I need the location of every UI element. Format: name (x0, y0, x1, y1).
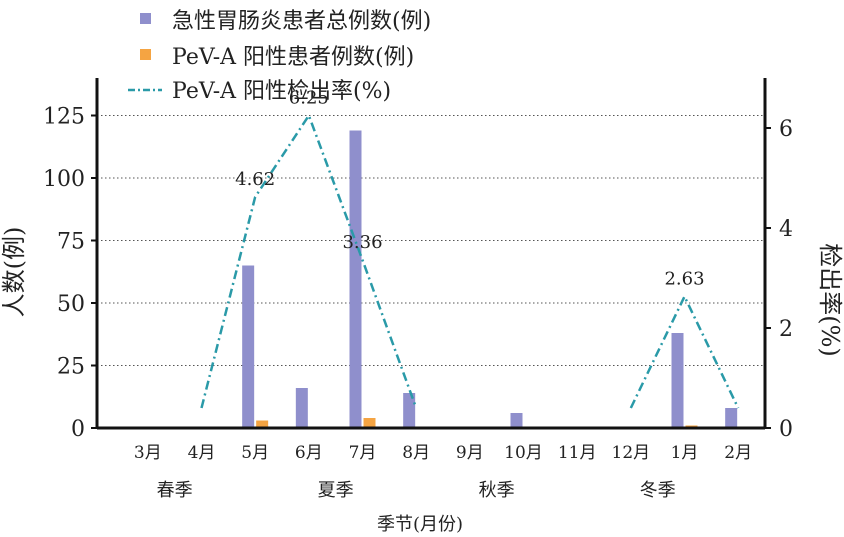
y-axis-right-label: 检出率(%) (816, 243, 844, 357)
point-label: 2.63 (664, 269, 704, 290)
season-label: 春季 (157, 480, 193, 501)
bar-total-10月 (510, 413, 523, 428)
x-tick-label: 1月 (671, 443, 699, 463)
axes: 0 25 50 75 100 125 0 2 4 6 3月 4月 5月 6月 7月 8月 9月 10月 11月 12月… (43, 78, 793, 501)
legend-label: PeV-A 阳性检出率(%) (172, 79, 391, 104)
bar-total-7月 (349, 130, 362, 428)
bar-total-6月 (295, 388, 308, 428)
rate-line (200, 112, 740, 409)
rate-line-segment (200, 112, 418, 409)
x-tick-label: 10月 (504, 443, 543, 463)
x-tick-label: 9月 (456, 443, 484, 463)
season-label: 冬季 (640, 480, 676, 501)
legend: 急性胃肠炎患者总例数(例) PeV-A 阳性患者例数(例) PeV-A 阳性检出率(… (128, 9, 431, 104)
bars (242, 130, 738, 428)
bar-total-5月 (242, 265, 255, 428)
x-tick-label: 2月 (724, 443, 752, 463)
bar-positive-5月 (256, 420, 269, 428)
legend-swatch-positive (140, 49, 151, 60)
x-tick-label: 7月 (349, 443, 377, 463)
bar-total-2月 (725, 408, 738, 428)
y-right-tick-label: 0 (779, 417, 793, 442)
x-axis-label: 季节(月份) (377, 514, 463, 535)
y-right-tick-label: 6 (779, 117, 793, 142)
y-left-tick-label: 0 (71, 417, 85, 442)
bar-total-8月 (403, 393, 416, 428)
y-axis-left-label: 人数(例) (0, 227, 28, 318)
bar-positive-7月 (363, 418, 376, 428)
grid-lines (97, 115, 765, 366)
legend-swatch-total (140, 13, 151, 24)
x-tick-label: 11月 (558, 443, 597, 463)
y-left-tick-label: 100 (43, 167, 85, 192)
x-tick-label: 6月 (295, 443, 323, 463)
y-left-tick-label: 75 (57, 230, 85, 255)
x-tick-label: 5月 (241, 443, 269, 463)
point-label: 6.25 (289, 88, 329, 109)
season-label: 秋季 (479, 480, 515, 501)
y-left-tick-label: 125 (43, 105, 85, 130)
bar-total-1月 (671, 333, 684, 428)
point-label: 3.36 (342, 232, 382, 253)
x-tick-label: 8月 (402, 443, 430, 463)
x-tick-label: 12月 (612, 443, 651, 463)
y-right-tick-label: 4 (779, 217, 793, 242)
point-labels: 4.62 6.25 3.36 2.63 (235, 88, 704, 290)
y-right-tick-label: 2 (779, 317, 793, 342)
legend-label: PeV-A 阳性患者例数(例) (172, 45, 414, 70)
x-tick-label: 4月 (188, 443, 216, 463)
point-label: 4.62 (235, 169, 275, 190)
y-left-tick-label: 50 (57, 292, 85, 317)
y-left-tick-label: 25 (57, 355, 85, 380)
rate-line-segment (629, 293, 740, 409)
x-tick-label: 3月 (134, 443, 162, 463)
legend-label: 急性胃肠炎患者总例数(例) (172, 9, 431, 34)
season-label: 夏季 (318, 480, 354, 501)
